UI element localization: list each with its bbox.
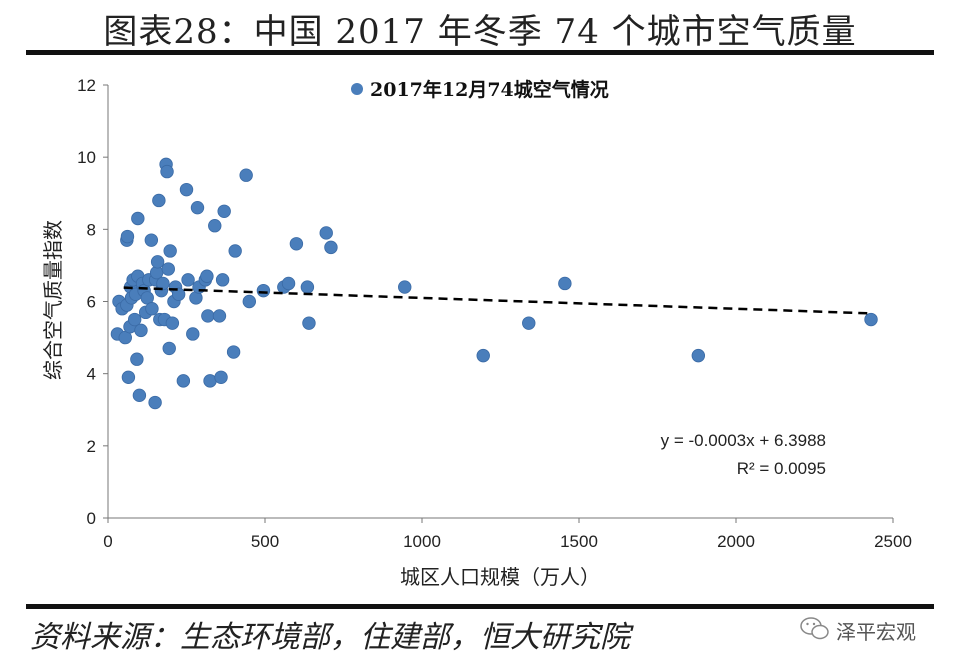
x-tick-label: 2000 — [717, 532, 755, 551]
y-tick-label: 8 — [87, 220, 96, 239]
data-point — [242, 294, 257, 309]
source-note: 资料来源：生态环境部，住建部，恒大研究院 — [30, 620, 630, 655]
x-tick-label: 1500 — [560, 532, 598, 551]
data-point — [162, 341, 176, 356]
y-tick-label: 4 — [87, 365, 96, 384]
data-point — [163, 244, 177, 258]
data-point — [176, 374, 191, 388]
data-point — [215, 273, 230, 287]
data-point — [150, 255, 165, 269]
data-point — [217, 204, 231, 218]
data-point — [558, 276, 572, 291]
data-points — [110, 157, 878, 410]
chart-title: 图表28：中国 2017 年冬季 74 个城市空气质量 — [103, 12, 857, 52]
data-point — [324, 240, 338, 255]
y-tick-label: 0 — [87, 509, 96, 528]
data-point — [160, 164, 174, 179]
y-tick-label: 6 — [87, 293, 96, 312]
data-point — [186, 327, 200, 341]
data-point — [281, 276, 296, 291]
data-point — [256, 283, 271, 298]
data-point — [319, 226, 333, 240]
data-point — [130, 352, 144, 366]
data-point — [190, 200, 205, 215]
data-point — [302, 316, 316, 330]
x-tick-label: 500 — [251, 532, 279, 551]
data-point — [121, 370, 136, 384]
data-point — [691, 348, 706, 363]
y-tick-label: 12 — [77, 76, 96, 95]
data-point — [145, 302, 159, 316]
trend-equation: y = -0.0003x + 6.3988 — [661, 431, 826, 450]
scatter-chart: 0 2 4 6 8 10 12 0 500 1000 1500 2000 2500 2017年12月7… — [41, 76, 912, 589]
data-point — [181, 273, 195, 287]
data-point — [144, 233, 159, 247]
data-point — [289, 237, 304, 251]
data-point — [120, 229, 135, 244]
data-point — [161, 262, 175, 276]
data-point — [200, 269, 214, 283]
brand-name: 泽平宏观 — [836, 620, 916, 644]
data-point — [226, 345, 241, 359]
data-point — [165, 316, 180, 330]
data-point — [156, 276, 170, 291]
data-point — [131, 211, 145, 226]
r-squared: R² = 0.0095 — [737, 459, 826, 478]
y-tick-label: 10 — [77, 148, 96, 167]
x-tick-label: 2500 — [874, 532, 912, 551]
data-point — [239, 168, 253, 182]
wechat-icon — [800, 617, 829, 640]
data-point — [300, 280, 315, 294]
data-point — [179, 182, 194, 197]
data-point — [201, 309, 215, 323]
data-point — [214, 370, 228, 384]
x-axis-ticks: 0 500 1000 1500 2000 2500 — [103, 518, 912, 551]
data-point — [171, 287, 186, 301]
x-tick-label: 1000 — [403, 532, 441, 551]
trendline — [123, 286, 872, 315]
top-rule — [26, 50, 934, 55]
legend-marker — [351, 83, 363, 95]
data-point — [134, 323, 148, 338]
data-point — [132, 388, 147, 403]
bottom-rule — [26, 604, 934, 609]
data-point — [208, 219, 222, 233]
data-point — [522, 316, 536, 330]
data-point — [148, 395, 162, 410]
x-tick-label: 0 — [103, 532, 112, 551]
y-axis-label: 综合空气质量指数 — [41, 220, 65, 380]
data-point — [476, 348, 490, 363]
data-point — [228, 244, 242, 258]
y-axis-ticks: 0 2 4 6 8 10 12 — [77, 76, 108, 528]
data-point — [127, 312, 142, 327]
data-point — [212, 309, 227, 323]
data-point — [398, 280, 412, 294]
y-tick-label: 2 — [87, 437, 96, 456]
legend-label: 2017年12月74城空气情况 — [370, 78, 609, 101]
x-axis-label: 城区人口规模（万人） — [400, 565, 600, 589]
data-point — [152, 193, 166, 208]
data-point — [864, 312, 878, 327]
